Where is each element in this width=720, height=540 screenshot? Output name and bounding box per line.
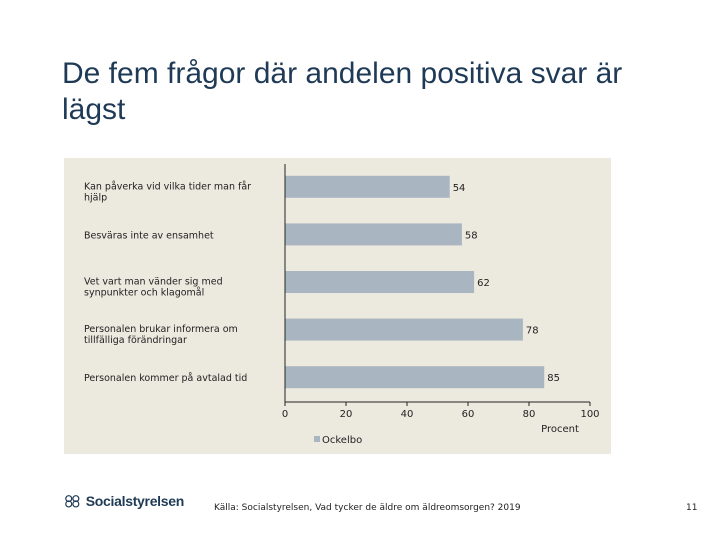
category-label: Personalen kommer på avtalad tid <box>84 373 247 384</box>
page-number: 11 <box>686 503 698 513</box>
category-label: Kan påverka vid vilka tider man får hjälp <box>84 181 251 203</box>
x-tick-label: 20 <box>340 409 353 420</box>
bar <box>285 175 450 198</box>
x-tick-label: 40 <box>401 409 414 420</box>
bar <box>285 366 545 389</box>
logo-emblem-icon <box>65 495 80 508</box>
chart-panel: 54 Kan påverka vid vilka tider man får hjä… <box>64 158 611 454</box>
source-note: Källa: Socialstyrelsen, Vad tycker de äl… <box>214 503 521 513</box>
bar <box>285 318 523 341</box>
bar-value-label: 54 <box>453 183 466 194</box>
x-axis-label: Procent <box>541 424 579 435</box>
bar <box>285 271 475 293</box>
bar <box>285 223 462 246</box>
bar-value-label: 78 <box>526 326 539 337</box>
x-tick-label: 80 <box>523 409 536 420</box>
category-label: Vet vart man vänder sig med synpunkter oc… <box>84 277 223 299</box>
socialstyrelsen-logo: Socialstyrelsen <box>64 488 184 514</box>
bar-chart: 54 Kan påverka vid vilka tider man får hjä… <box>84 164 600 446</box>
x-tick-label: 60 <box>462 409 475 420</box>
legend-swatch <box>314 436 320 442</box>
x-tick-label: 0 <box>282 409 288 420</box>
legend-label: Ockelbo <box>322 435 362 446</box>
category-label: Personalen brukar informera om tillfällig… <box>84 324 238 346</box>
x-tick-label: 100 <box>580 409 599 420</box>
bar-value-label: 62 <box>477 278 490 289</box>
slide-title: De fem frågor där andelen positiva svar … <box>62 57 623 126</box>
bar-value-label: 58 <box>465 230 478 241</box>
bar-value-label: 85 <box>547 373 560 384</box>
category-label: Besväras inte av ensamhet <box>84 230 214 241</box>
logo-text: Socialstyrelsen <box>85 493 185 509</box>
